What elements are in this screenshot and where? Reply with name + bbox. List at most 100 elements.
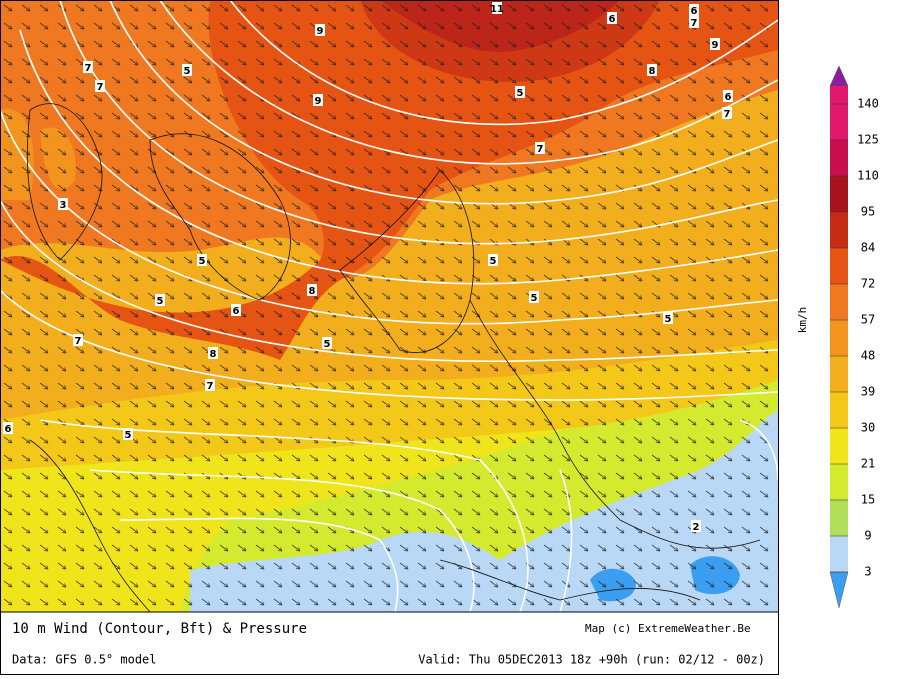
contour-label-bg	[3, 422, 13, 434]
contour-label-bg	[647, 64, 657, 76]
contour-label: 6	[725, 92, 732, 103]
contour-label: 5	[490, 256, 497, 267]
colorbar-label: 72	[861, 277, 875, 291]
colorbar-label: 21	[861, 457, 875, 471]
colorbar-label: 110	[857, 169, 879, 183]
coastlines	[27, 103, 761, 612]
isobars	[0, 0, 778, 612]
colorbar-segment	[830, 104, 848, 140]
contour-label: 5	[517, 88, 524, 99]
contour-label: 5	[125, 430, 132, 441]
contour-label-bg	[205, 379, 215, 391]
contour-label-bg	[492, 2, 502, 14]
contour-label-bg	[315, 24, 325, 36]
colorbar-label: 84	[861, 241, 875, 255]
colorbar-label: 57	[861, 313, 875, 327]
colorbar-segment	[830, 392, 848, 428]
wind-arrows	[0, 0, 778, 612]
colorbar-label: 125	[857, 133, 879, 147]
contour-label-bg	[155, 294, 165, 306]
colorbar-segment	[830, 464, 848, 500]
contour-label: 5	[199, 256, 206, 267]
contour-label: 6	[609, 14, 616, 25]
contour-label: 6	[233, 306, 240, 317]
colorbar-segment	[830, 248, 848, 284]
contour-label-bg	[182, 64, 192, 76]
contour-label-bg	[691, 520, 701, 532]
contour-label-bg	[488, 254, 498, 266]
colorbar-segment	[830, 212, 848, 248]
colorbar-segment	[830, 356, 848, 392]
contour-label: 7	[537, 144, 544, 155]
contour-label-bg	[313, 94, 323, 106]
colorbar-label: 9	[864, 529, 871, 543]
footer-credit: Map (c) ExtremeWeather.Be	[585, 622, 751, 635]
colorbar-label: 3	[864, 565, 871, 579]
contour-label: 6	[691, 6, 698, 17]
contour-label: 7	[85, 63, 92, 74]
footer-source: Data: GFS 0.5° model	[12, 653, 157, 667]
colorbar-segment	[830, 86, 848, 104]
contour-label: 7	[691, 18, 698, 29]
contour-label: 7	[75, 336, 82, 347]
contour-label-bg	[208, 347, 218, 359]
contour-label-bg	[663, 312, 673, 324]
colorbar-top	[829, 65, 849, 87]
contour-label-bg	[322, 337, 332, 349]
contour-label-bg	[535, 142, 545, 154]
contour-label-bg	[723, 90, 733, 102]
contour-label-bg	[515, 86, 525, 98]
contour-label: 7	[207, 381, 214, 392]
colorbar-segment	[830, 320, 848, 356]
colorbar: km/h 140 125 110 95 84 72 57 48 39 30 21 15 9 3	[796, 65, 879, 609]
footer-valid: Valid: Thu 05DEC2013 18z +90h (run: 02/1…	[418, 653, 765, 667]
footer-title: 10 m Wind (Contour, Bft) & Pressure	[12, 621, 307, 637]
contour-label-bg	[73, 334, 83, 346]
contour-label-bg	[197, 254, 207, 266]
contour-label-bg	[58, 198, 68, 210]
contour-label-bg	[307, 284, 317, 296]
contour-label: 5	[665, 314, 672, 325]
colorbar-segment	[830, 428, 848, 464]
contour-label-bg	[231, 304, 241, 316]
colorbar-label: 95	[861, 205, 875, 219]
contour-label-bg	[529, 291, 539, 303]
colorbar-label: 48	[861, 349, 875, 363]
contour-label-bg	[689, 4, 699, 16]
contour-label: 11	[490, 4, 504, 15]
colorbar-bottom	[829, 571, 849, 609]
contour-label: 8	[649, 66, 656, 77]
contour-label-bg	[607, 12, 617, 24]
contour-label-bg	[710, 38, 720, 50]
colorbar-label: 30	[861, 421, 875, 435]
contour-label-bg	[123, 428, 133, 440]
contour-label: 7	[724, 109, 731, 120]
contour-label: 9	[317, 26, 324, 37]
colorbar-label: 15	[861, 493, 875, 507]
contour-label: 5	[157, 296, 164, 307]
contour-label-bg	[83, 61, 93, 73]
colorbar-segment	[830, 536, 848, 572]
contour-label-bg	[95, 80, 105, 92]
contour-label: 3	[60, 200, 67, 211]
colorbar-segment	[830, 284, 848, 320]
contour-label: 6	[5, 424, 12, 435]
contour-label: 5	[324, 339, 331, 350]
contour-label: 2	[693, 522, 700, 533]
contour-label: 7	[97, 82, 104, 93]
colorbar-label: 140	[857, 97, 879, 111]
contour-label: 9	[712, 40, 719, 51]
contour-label: 5	[531, 293, 538, 304]
colorbar-label: 39	[861, 385, 875, 399]
contour-label: 8	[309, 286, 316, 297]
colorbar-segment	[830, 140, 848, 176]
colorbar-unit: km/h	[796, 307, 809, 334]
contour-label: 8	[210, 349, 217, 360]
contour-label-bg	[722, 107, 732, 119]
contour-label: 5	[184, 66, 191, 77]
contour-label-bg	[689, 16, 699, 28]
colorbar-segment	[830, 500, 848, 536]
